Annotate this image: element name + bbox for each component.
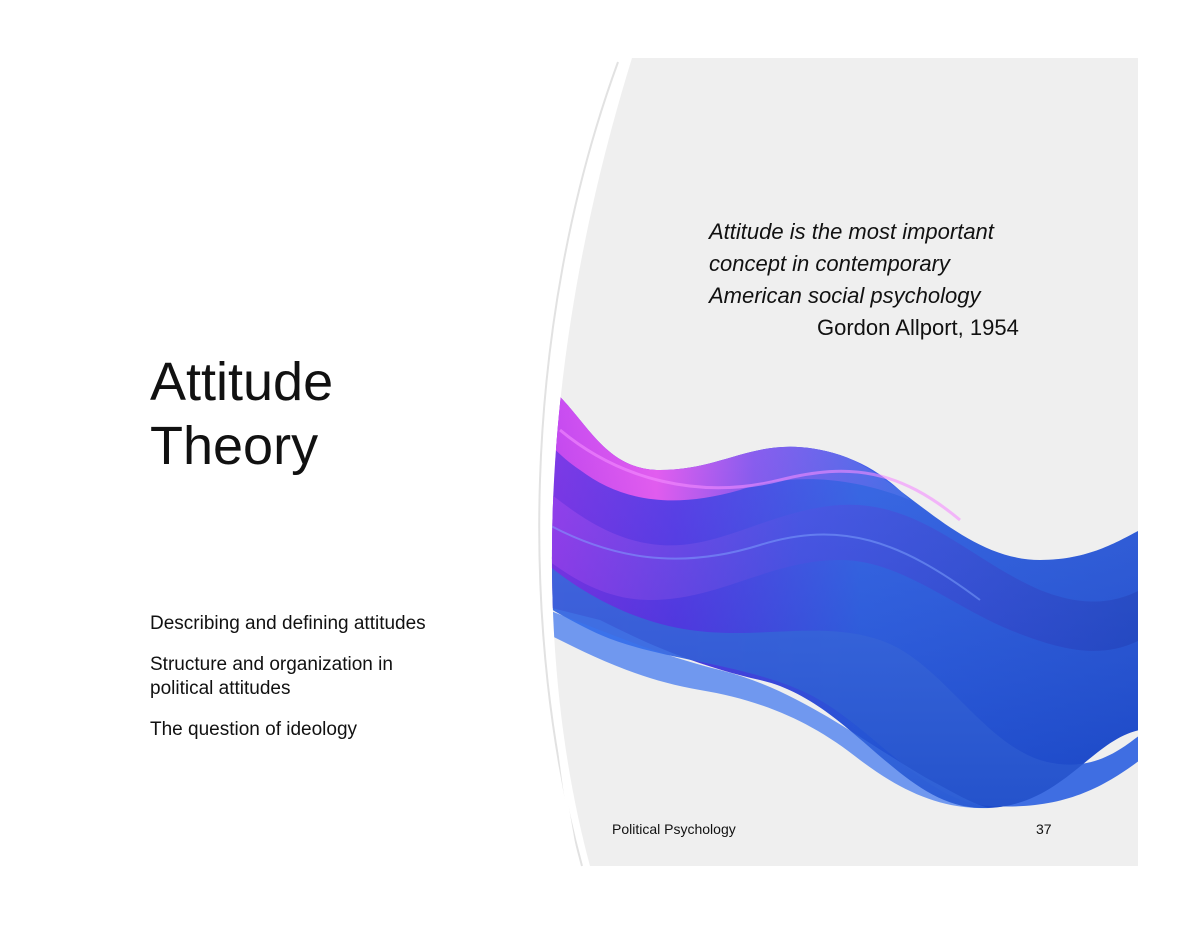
title-line: Theory	[150, 416, 319, 476]
wave-ribbon	[551, 370, 1138, 809]
slide-title: Attitude Theory	[150, 350, 333, 478]
quote-block: Attitude is the most important concept i…	[709, 216, 1069, 344]
bullet-item: Describing and defining attitudes	[150, 613, 426, 634]
quote-line: American social psychology	[709, 283, 981, 308]
footer-label: Political Psychology	[612, 821, 736, 837]
bullet-list: Describing and defining attitudes Struct…	[150, 612, 450, 759]
panel-swoosh-line	[547, 59, 630, 867]
bullet-item: Structure and organization in political …	[150, 654, 393, 699]
quote-line: concept in contemporary	[709, 251, 950, 276]
quote-author: Gordon Allport, 1954	[817, 315, 1019, 340]
panel-edge-line	[538, 61, 619, 867]
quote-line: Attitude is the most important	[709, 219, 994, 244]
title-line: Attitude	[150, 352, 334, 412]
page-number: 37	[1036, 821, 1052, 837]
bullet-item: The question of ideology	[150, 719, 358, 740]
